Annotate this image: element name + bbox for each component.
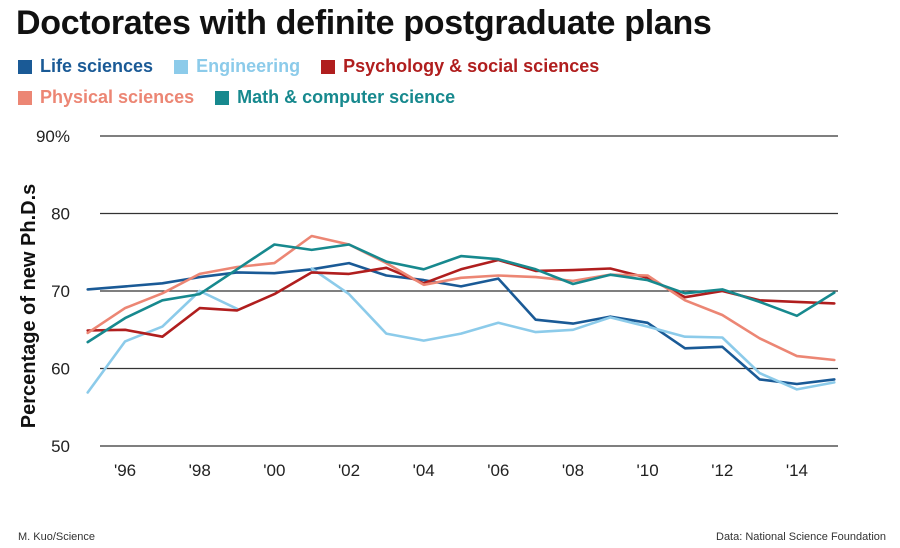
- x-tick-label-2008: '08: [562, 461, 584, 480]
- y-tick-label-70: 70: [51, 282, 70, 301]
- legend-label-psychology-social-sciences: Psychology & social sciences: [343, 56, 600, 76]
- series-lines: [86, 234, 836, 394]
- chart-title: Doctorates with definite postgraduate pl…: [16, 4, 712, 42]
- y-axis-title: Percentage of new Ph.D.s: [18, 184, 40, 429]
- legend-item-psychology-social-sciences: Psychology & social sciences: [321, 56, 599, 77]
- x-axis-ticks: '96 '98 '00 '02 '04 '06 '08 '10 '12 '14: [114, 461, 808, 480]
- credit-right: Data: National Science Foundation: [716, 531, 886, 543]
- y-tick-label-50: 50: [51, 437, 70, 456]
- legend-row-1: Life sciences Engineering Psychology & s…: [18, 56, 615, 79]
- legend-item-physical-sciences: Physical sciences: [18, 87, 194, 108]
- series-line-psychology-social-sciences: [86, 258, 836, 338]
- x-tick-label-2002: '02: [338, 461, 360, 480]
- x-tick-label-2004: '04: [413, 461, 435, 480]
- legend-item-math-computer-science: Math & computer science: [215, 87, 455, 108]
- x-tick-label-1996: '96: [114, 461, 136, 480]
- series-line-life-sciences: [86, 261, 836, 386]
- x-tick-label-2012: '12: [711, 461, 733, 480]
- x-tick-label-2010: '10: [637, 461, 659, 480]
- credit-left: M. Kuo/Science: [18, 531, 96, 543]
- legend-label-math-computer-science: Math & computer science: [237, 87, 456, 107]
- legend-item-life-sciences: Life sciences: [18, 56, 153, 77]
- legend-item-engineering: Engineering: [174, 56, 300, 77]
- legend-swatch-physical-sciences: [18, 90, 32, 105]
- legend-row-2: Physical sciences Math & computer scienc…: [18, 87, 471, 110]
- y-axis-ticks: 50 60 70 80 90%: [36, 127, 70, 456]
- x-tick-label-2000: '00: [263, 461, 285, 480]
- legend-label-physical-sciences: Physical sciences: [40, 87, 195, 107]
- series-line-engineering: [86, 267, 836, 394]
- series-line-physical-sciences: [86, 234, 836, 362]
- legend-swatch-math-computer-science: [215, 90, 230, 105]
- y-tick-label-90: 90%: [36, 127, 70, 146]
- legend-swatch-psychology-social-sciences: [321, 59, 336, 74]
- x-tick-label-1998: '98: [189, 461, 211, 480]
- series-line-math-computer-science: [86, 243, 836, 344]
- legend-swatch-engineering: [174, 59, 189, 74]
- y-tick-label-60: 60: [51, 360, 70, 379]
- x-tick-label-2014: '14: [786, 461, 808, 480]
- legend-label-life-sciences: Life sciences: [40, 56, 154, 76]
- legend-label-engineering: Engineering: [196, 56, 301, 76]
- y-tick-label-80: 80: [51, 205, 70, 224]
- x-tick-label-2006: '06: [487, 461, 509, 480]
- legend-swatch-life-sciences: [18, 59, 32, 74]
- grid-lines: [100, 135, 838, 447]
